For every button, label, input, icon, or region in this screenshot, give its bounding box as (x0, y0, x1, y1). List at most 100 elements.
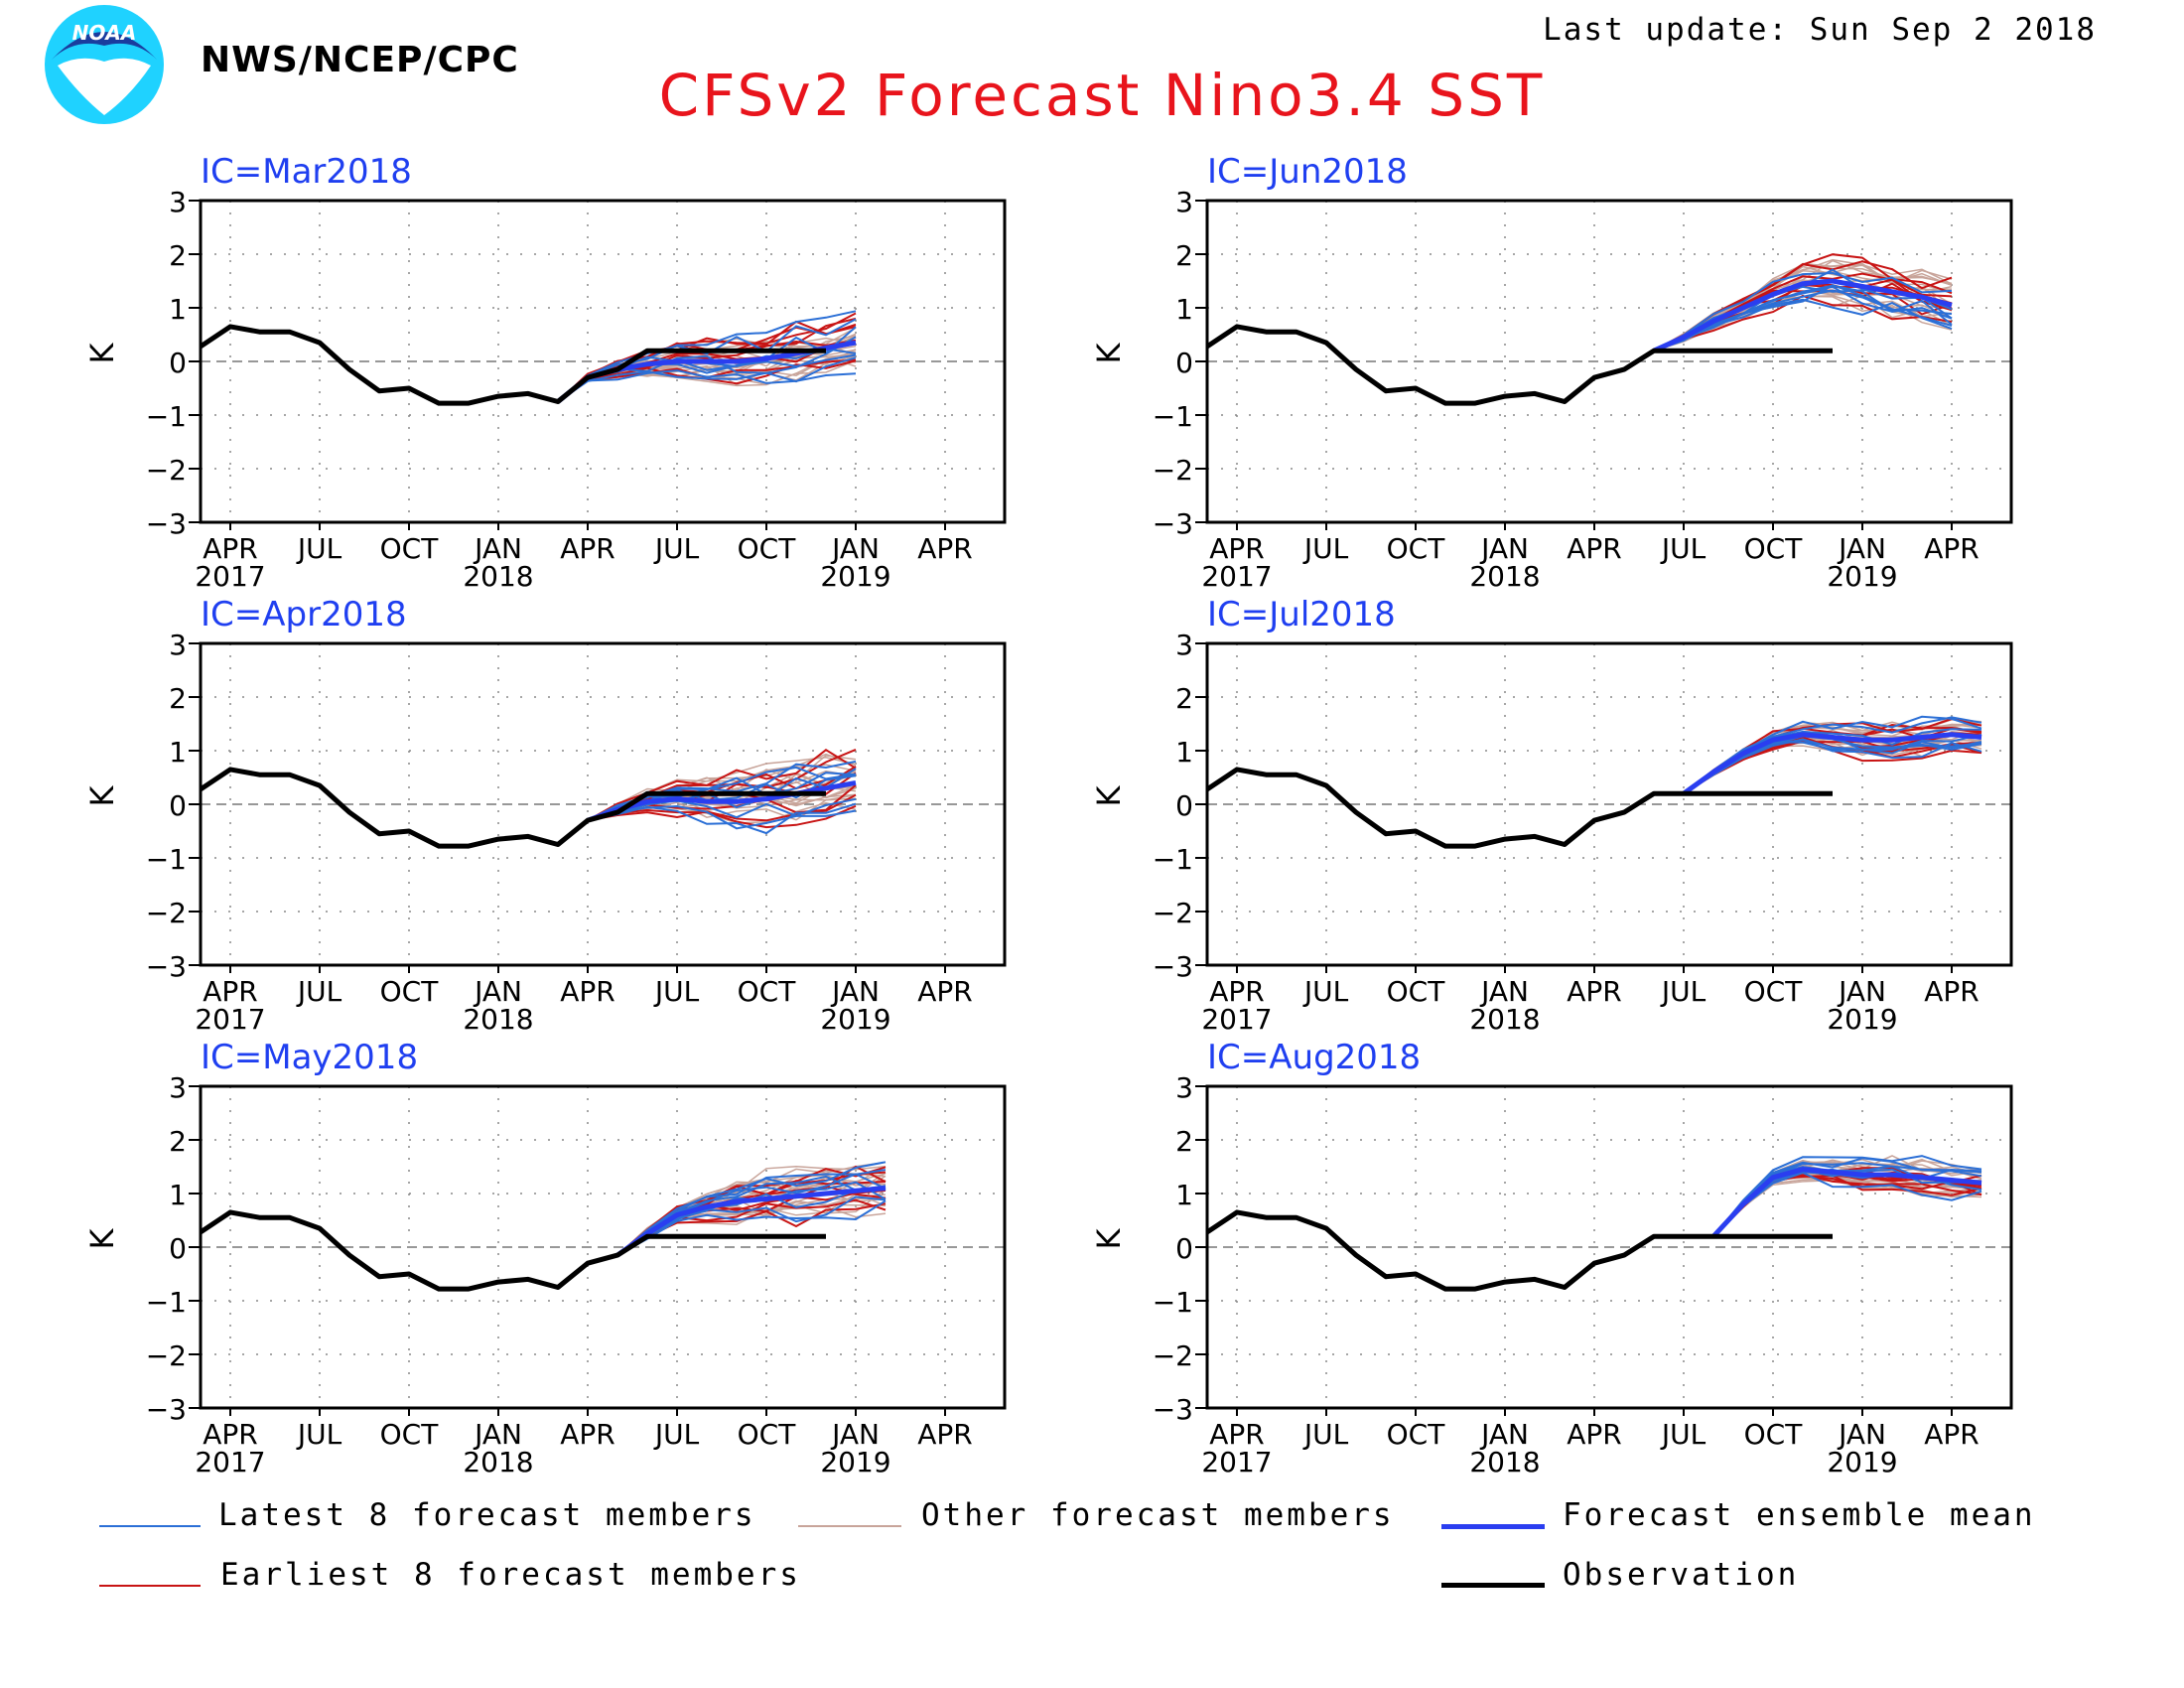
earliest-member (557, 342, 857, 403)
other-member (1712, 1170, 1982, 1237)
earliest-member (1683, 733, 1982, 795)
legend-earliest-label: Earliest 8 forecast members (220, 1557, 801, 1593)
other-member (1653, 259, 1953, 352)
x-tick-label: APR (1567, 975, 1622, 1008)
other-member (1683, 723, 1982, 794)
x-tick-label: APR (203, 532, 258, 565)
other-member (1683, 719, 1982, 794)
other-member (1712, 1180, 1982, 1237)
latest-member (1712, 1162, 1982, 1237)
x-tick-year: 2019 (1827, 1003, 1897, 1036)
observation-line (199, 1209, 826, 1292)
x-tick-label: OCT (738, 532, 797, 565)
earliest-member (587, 748, 857, 822)
ensemble-mean-line (556, 340, 857, 404)
other-member (1683, 744, 1982, 794)
other-member (557, 335, 857, 403)
x-tick-label: JUL (1660, 1418, 1706, 1451)
panel-title: IC=May2018 (201, 1038, 418, 1077)
earliest-member (557, 323, 857, 403)
other-member (1712, 1161, 1982, 1237)
last-update: Last update: Sun Sep 2 2018 (1543, 12, 2097, 48)
other-member (1712, 1164, 1982, 1237)
other-member (587, 770, 857, 821)
other-member (1653, 270, 1953, 352)
other-member (1683, 732, 1982, 794)
earliest-member (1683, 738, 1982, 795)
x-tick-label: JAN (1837, 975, 1886, 1008)
x-tick-label: APR (1567, 1418, 1622, 1451)
other-member (1683, 732, 1982, 794)
x-tick-year: 2019 (820, 560, 890, 593)
other-member (557, 327, 857, 403)
x-tick-label: OCT (1387, 532, 1446, 565)
other-member (1683, 739, 1982, 794)
earliest-member (1653, 260, 1953, 352)
other-member (557, 344, 857, 403)
y-tick-label: 3 (1175, 1071, 1193, 1104)
other-member (587, 786, 857, 821)
y-tick-label: −2 (1153, 454, 1193, 487)
x-tick-label: JAN (1479, 1418, 1529, 1451)
earliest-member (1653, 278, 1953, 352)
latest-member (1712, 1168, 1982, 1237)
latest-member (1683, 715, 1982, 794)
y-axis-label: K (83, 1227, 121, 1249)
x-tick-year: 2019 (1827, 1446, 1897, 1478)
y-tick-label: −1 (146, 843, 187, 876)
latest-member (1683, 735, 1982, 795)
other-member (1653, 262, 1953, 352)
other-member (616, 1192, 887, 1256)
latest-member (1653, 285, 1953, 352)
x-tick-year: 2017 (195, 560, 265, 593)
legend-latest-swatch (99, 1525, 201, 1527)
y-tick-label: −2 (1153, 1339, 1193, 1372)
other-member (1683, 739, 1982, 794)
latest-member (616, 1187, 887, 1256)
y-tick-label: 0 (1175, 789, 1193, 822)
y-tick-label: 0 (169, 789, 187, 822)
x-tick-label: APR (560, 975, 615, 1008)
other-member (1712, 1161, 1982, 1237)
latest-member (587, 797, 857, 822)
other-member (1653, 263, 1953, 352)
x-tick-label: OCT (380, 532, 440, 565)
earliest-member (616, 1166, 887, 1256)
other-member (557, 349, 857, 403)
other-member (587, 755, 857, 821)
x-tick-label: OCT (380, 975, 440, 1008)
x-tick-label: JUL (653, 532, 700, 565)
other-member (557, 355, 857, 403)
chart-title: CFSv2 Forecast Nino3.4 SST (658, 62, 1546, 129)
latest-member (557, 326, 857, 403)
earliest-member (587, 804, 857, 829)
earliest-member (587, 765, 857, 822)
y-tick-label: 2 (1175, 1125, 1193, 1158)
observation-line (1205, 1209, 1833, 1292)
other-member (1653, 276, 1953, 352)
latest-member (1712, 1165, 1982, 1237)
other-member (1712, 1158, 1982, 1237)
earliest-member (1683, 723, 1982, 794)
other-member (616, 1205, 887, 1256)
y-tick-label: −1 (146, 400, 187, 433)
latest-member (1683, 716, 1982, 794)
other-member (587, 772, 857, 821)
other-member (587, 797, 857, 821)
earliest-member (616, 1185, 887, 1256)
other-member (616, 1175, 887, 1256)
latest-member (616, 1175, 887, 1256)
latest-member (1683, 741, 1982, 795)
y-tick-label: −1 (1153, 1286, 1193, 1319)
earliest-member (587, 784, 857, 822)
other-member (587, 770, 857, 821)
other-member (1653, 265, 1953, 352)
x-tick-label: APR (1209, 975, 1265, 1008)
x-tick-label: JUL (1660, 975, 1706, 1008)
y-tick-label: 0 (169, 1232, 187, 1265)
panel-title: IC=Jul2018 (1207, 595, 1396, 634)
other-member (616, 1166, 887, 1256)
